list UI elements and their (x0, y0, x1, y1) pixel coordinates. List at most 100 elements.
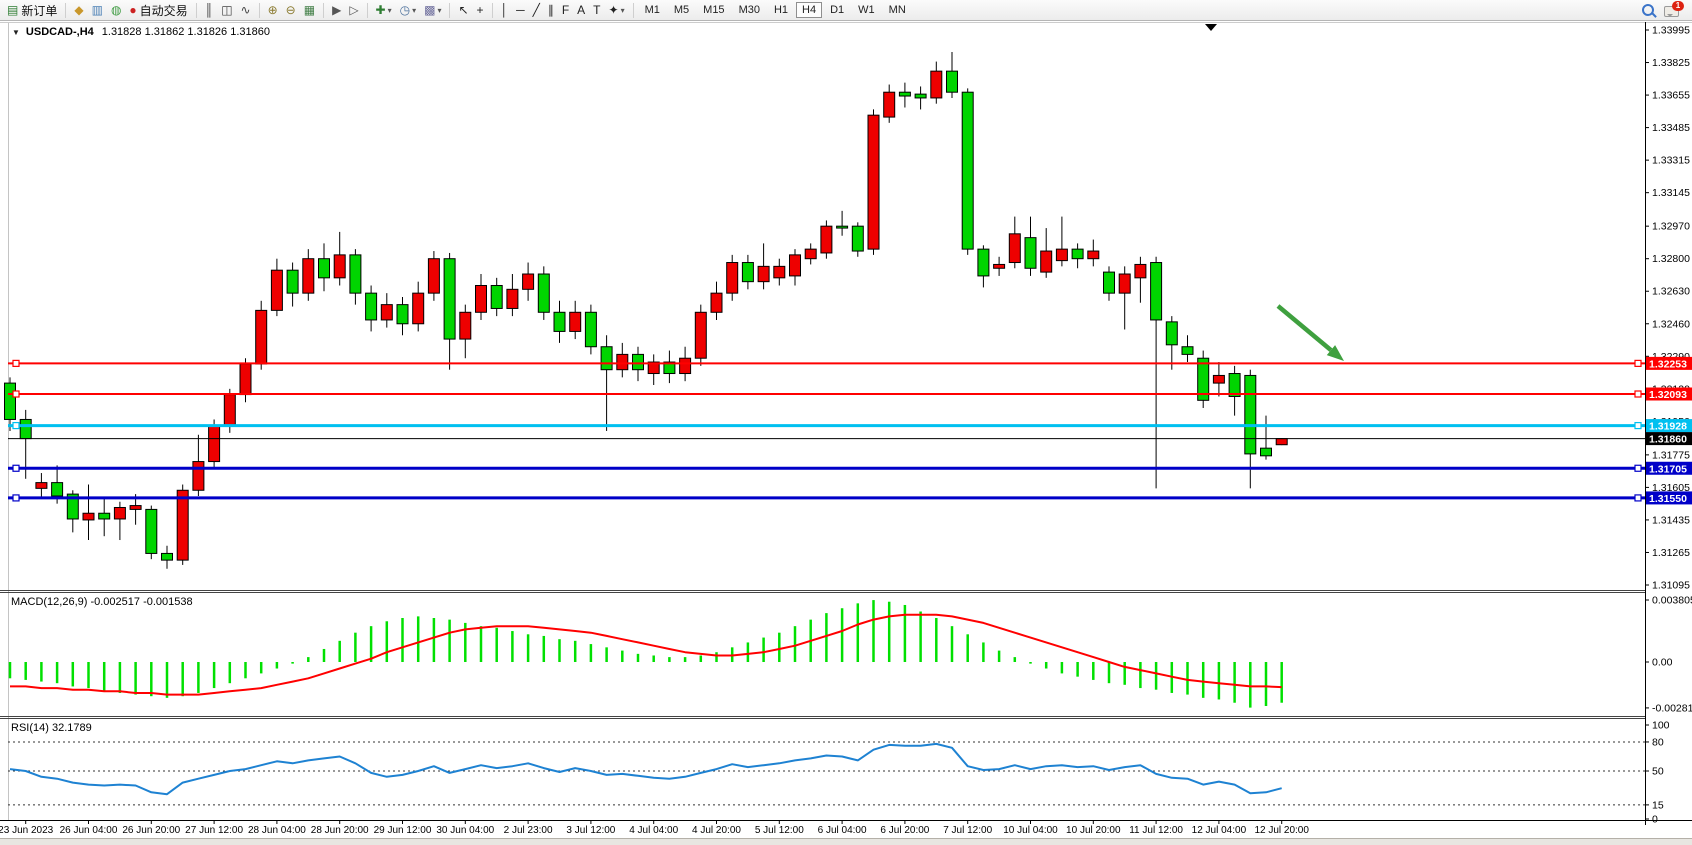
zoom-in-icon: ⊕ (267, 2, 278, 17)
fibonacci-icon: F (561, 2, 570, 17)
line-handle (12, 464, 20, 472)
svg-text:1.32093: 1.32093 (1649, 389, 1687, 401)
line-handle (12, 421, 20, 430)
svg-text:1.32460: 1.32460 (1652, 318, 1690, 330)
tf-m15-button[interactable]: M15 (703, 4, 725, 16)
svg-text:1.33315: 1.33315 (1652, 155, 1690, 167)
svg-text:100: 100 (1652, 720, 1670, 732)
crosshair-button[interactable]: + (474, 2, 487, 19)
collapse-arrow-icon[interactable]: ▼ (12, 28, 20, 37)
crosshair-icon: + (476, 2, 484, 17)
search-button[interactable] (1640, 2, 1656, 18)
community-button[interactable]: ◍ (108, 2, 124, 19)
svg-text:23 Jun 2023: 23 Jun 2023 (0, 825, 54, 836)
text-label-icon: T (593, 2, 601, 17)
rsi-indicator-label: RSI(14) 32.1789 (11, 722, 92, 734)
toolbar-separator (65, 2, 67, 18)
price-tag (1646, 419, 1692, 433)
svg-text:-0.002818: -0.002818 (1652, 702, 1692, 714)
svg-text:80: 80 (1652, 736, 1664, 748)
tf-w1-button[interactable]: W1 (858, 4, 875, 16)
time-axis[interactable]: 23 Jun 2023 26 Jun 04:00 26 Jun 20:00 27 Ju… (0, 820, 1309, 836)
new-order-button[interactable]: ▤ 新订单 (4, 2, 60, 19)
line-handle (12, 494, 20, 502)
bar-chart-button[interactable]: ║ (202, 2, 217, 19)
horizontal-line-button[interactable]: ─ (513, 2, 528, 19)
line-chart-button[interactable]: ∿ (238, 2, 254, 19)
channel-button[interactable]: ∥ (545, 2, 557, 19)
periods-button[interactable]: ◷ ▾ (397, 2, 420, 19)
chart-shift-marker[interactable] (1205, 24, 1217, 31)
price-axis[interactable]: 1.33995 1.33825 1.33655 1.33485 1.33315 1.331… (1645, 25, 1690, 592)
svg-text:1.32630: 1.32630 (1652, 286, 1690, 298)
svg-text:1.33655: 1.33655 (1652, 90, 1690, 102)
svg-text:1.32253: 1.32253 (1649, 358, 1687, 370)
chart-shift-button[interactable]: ▷ (346, 2, 361, 19)
autotrading-button[interactable]: ● 自动交易 (126, 2, 190, 19)
cursor-button[interactable]: ↖ (455, 2, 471, 19)
chevron-down-icon: ▾ (412, 5, 417, 15)
chat-button[interactable]: 1 (1664, 1, 1684, 18)
indicators-button[interactable]: ✚ ▾ (373, 2, 395, 19)
auto-scroll-icon: ▶ (332, 2, 342, 17)
price-tag (1646, 432, 1692, 446)
horizontal-line-icon: ─ (516, 2, 525, 17)
tf-mn-button[interactable]: MN (888, 4, 906, 16)
toolbar-separator (323, 2, 325, 18)
autotrading-icon: ● (129, 2, 137, 17)
profiles-icon: ▥ (91, 2, 103, 17)
tf-d1-button[interactable]: D1 (830, 4, 845, 16)
down-arrow-object[interactable] (1276, 304, 1344, 361)
svg-text:0.003805: 0.003805 (1652, 595, 1692, 607)
new-chart-button[interactable]: ◆ (71, 2, 86, 19)
svg-text:5 Jul 12:00: 5 Jul 12:00 (755, 825, 804, 836)
vertical-line-button[interactable]: │ (498, 2, 512, 19)
auto-scroll-button[interactable]: ▶ (329, 2, 344, 19)
svg-text:1.32970: 1.32970 (1652, 221, 1690, 233)
svg-text:1.31705: 1.31705 (1649, 463, 1687, 475)
tile-windows-button[interactable]: ▦ (301, 2, 318, 19)
svg-text:1.31775: 1.31775 (1652, 449, 1690, 461)
svg-text:12 Jul 04:00: 12 Jul 04:00 (1192, 825, 1247, 836)
price-tag (1646, 491, 1692, 505)
macd-signal-line (10, 613, 1282, 696)
svg-text:1.31435: 1.31435 (1652, 514, 1690, 526)
tf-m30-button[interactable]: M30 (738, 4, 760, 16)
tf-h4-button[interactable]: H4 (796, 2, 823, 18)
svg-text:2 Jul 23:00: 2 Jul 23:00 (504, 825, 553, 836)
svg-text:10 Jul 04:00: 10 Jul 04:00 (1003, 825, 1058, 836)
zoom-out-button[interactable]: ⊖ (283, 2, 299, 19)
horizontal-line-objects[interactable] (8, 359, 1645, 502)
tf-m5-button[interactable]: M5 (673, 4, 690, 16)
bar-chart-icon: ║ (204, 2, 214, 17)
arrows-icon: ✦ (608, 2, 619, 17)
price-tag (1646, 387, 1692, 401)
zoom-out-icon: ⊖ (285, 2, 296, 17)
zoom-in-button[interactable]: ⊕ (265, 2, 281, 19)
periods-icon: ◷ (399, 2, 411, 17)
macd-histogram (8, 600, 1283, 708)
line-handle (1634, 464, 1642, 472)
symbol-period-label: USDCAD-,H4 (25, 26, 94, 38)
arrows-button[interactable]: ✦ ▾ (606, 2, 628, 19)
autotrading-button-label: 自动交易 (139, 3, 188, 18)
svg-text:4 Jul 20:00: 4 Jul 20:00 (692, 825, 741, 836)
fibonacci-button[interactable]: F (559, 2, 572, 19)
candlestick-chart-button[interactable]: ◫ (218, 2, 235, 19)
text-button[interactable]: A (574, 2, 588, 19)
profiles-button[interactable]: ▥ (89, 2, 106, 19)
line-handle (1634, 494, 1642, 502)
trendline-button[interactable]: ╱ (530, 2, 543, 19)
svg-text:6 Jul 04:00: 6 Jul 04:00 (818, 825, 867, 836)
svg-text:4 Jul 04:00: 4 Jul 04:00 (629, 825, 678, 836)
text-icon: A (577, 2, 586, 17)
tf-h1-button[interactable]: H1 (773, 4, 789, 16)
templates-button[interactable]: ▩ ▾ (421, 2, 444, 19)
chart-shift-icon: ▷ (349, 2, 359, 17)
svg-text:3 Jul 12:00: 3 Jul 12:00 (566, 825, 615, 836)
toolbar-separator (195, 2, 197, 18)
templates-icon: ▩ (424, 2, 436, 17)
text-label-button[interactable]: T (590, 2, 603, 19)
tf-m1-button[interactable]: M1 (644, 4, 660, 16)
